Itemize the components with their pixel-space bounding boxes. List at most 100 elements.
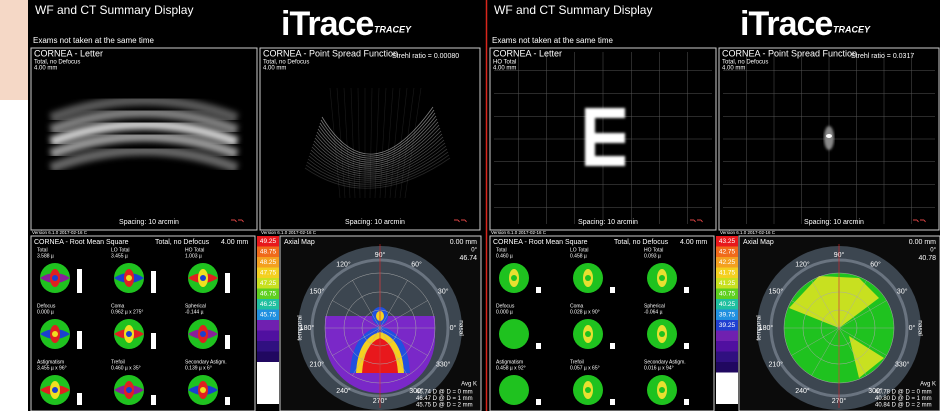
scale-label: 41.25 — [719, 280, 736, 287]
rms-size: 4.00 mm — [221, 239, 248, 246]
scale-label: 49.25 — [260, 238, 277, 245]
rms-bar — [684, 399, 689, 405]
version: Version 6.1.0 2017-02-16 C — [261, 230, 317, 235]
spacing-label: Spacing: 10 arcmin — [119, 219, 179, 226]
screen-title: WF and CT Summary Display — [35, 3, 193, 17]
zernike-core — [126, 387, 132, 393]
scale-label: 39.25 — [719, 322, 736, 329]
angle-label: 0° — [450, 324, 457, 332]
rms-title: CORNEA - Root Mean Square — [34, 239, 129, 246]
zernike-core — [52, 331, 58, 337]
rms-bar — [77, 269, 82, 293]
e-bar — [585, 156, 625, 166]
scale-swatch — [257, 320, 279, 331]
scale-swatch — [257, 394, 279, 405]
side-label: nasal — [457, 320, 464, 336]
angle-label: 60° — [870, 261, 881, 269]
letter-e — [585, 108, 625, 166]
rms-panel: CORNEA - Root Mean Square Total, no Defoc… — [490, 236, 714, 411]
e-bar — [585, 133, 625, 143]
screen-title: WF and CT Summary Display — [494, 3, 652, 17]
panel-line: 4.00 mm — [722, 66, 745, 72]
rms-bar — [225, 397, 230, 405]
e-bar — [585, 108, 625, 118]
rms-bar — [610, 287, 615, 293]
map-size: 0.00 mm — [450, 239, 477, 246]
angle-label: 330° — [436, 360, 451, 368]
rms-bar — [225, 335, 230, 349]
panel-title: CORNEA - Point Spread Function — [263, 48, 398, 58]
window-edge — [0, 0, 28, 100]
zernike-core — [659, 275, 665, 281]
zernike-core — [200, 387, 206, 393]
panel-line: 4.00 mm — [34, 66, 57, 72]
zernike-core — [126, 331, 132, 337]
scale-label: 48.25 — [260, 259, 277, 266]
avg-reading: 40.78 D @ D = 0 mm — [875, 390, 932, 396]
screenshot: WF and CT Summary Display Exams not taken… — [0, 0, 940, 411]
rms-mode: Total, no Defocus — [614, 239, 669, 246]
rms-title: CORNEA - Root Mean Square — [493, 239, 588, 246]
rms-bar — [151, 271, 156, 293]
scale-swatch — [716, 352, 738, 363]
psf-panel: Strehl ratio = 0.0317CORNEA - Point Spre… — [719, 48, 939, 235]
avg-label: Avg K — [461, 382, 477, 388]
brand: TRACEY — [374, 24, 412, 34]
cell-value: -0.144 µ — [185, 309, 204, 315]
scale-swatch — [716, 383, 738, 394]
angle-label: 240° — [336, 387, 351, 395]
zernike-core — [585, 387, 591, 393]
cell-value: 0.057 µ x 65° — [570, 365, 600, 371]
zernike-core — [585, 331, 591, 337]
map-title: Axial Map — [743, 239, 774, 246]
cell-value: 0.028 µ x 90° — [570, 309, 600, 315]
angle-label: 240° — [795, 387, 810, 395]
angle-label: 210° — [769, 360, 784, 368]
zernike-map — [499, 319, 529, 349]
angle-label: 30° — [438, 287, 449, 295]
spacing-label: Spacing: 10 arcmin — [345, 219, 405, 226]
rms-size: 4.00 mm — [680, 239, 707, 246]
rms-bar — [610, 343, 615, 349]
scale-swatch — [257, 352, 279, 363]
rms-bar — [225, 273, 230, 293]
notice: Exams not taken at the same time — [33, 36, 154, 45]
version: Version 6.1.0 2017-02-16 C — [491, 230, 547, 235]
zernike-map — [499, 375, 529, 405]
avg-reading: 40.84 D @ D = 2 mm — [875, 403, 932, 409]
angle-label: 120° — [795, 261, 810, 269]
angle-label: 330° — [895, 360, 910, 368]
axial-map: 90°120°60°150°30°180°0°210°330°240°300°2… — [280, 236, 481, 411]
cell-value: 0.000 µ — [37, 309, 54, 315]
cell-value: 0.139 µ x 6° — [185, 365, 212, 371]
zernike-core — [52, 275, 58, 281]
logo: iTrace — [740, 5, 832, 43]
side-label: nasal — [916, 320, 923, 336]
angle-label: 210° — [310, 360, 325, 368]
panel-line: 4.00 mm — [493, 66, 516, 72]
angle-label: 0° — [909, 324, 916, 332]
angle-label: 150° — [769, 287, 784, 295]
panel-frame — [260, 48, 480, 230]
scale-label: 47.75 — [260, 270, 277, 277]
rms-bar — [536, 343, 541, 349]
scale-label: 43.25 — [719, 238, 736, 245]
scale-swatch — [257, 373, 279, 384]
angle-label: 150° — [310, 287, 325, 295]
map-angle: 0° — [471, 248, 477, 254]
letter-panel: CORNEA - LetterHO Total4.00 mmSpacing: 1… — [490, 48, 716, 235]
notice: Exams not taken at the same time — [492, 36, 613, 45]
avg-reading: 46.74 D @ D = 0 mm — [416, 390, 473, 396]
avg-label: Avg K — [920, 382, 936, 388]
zernike-core — [511, 275, 517, 281]
cell-value: 3.455 µ x 96° — [37, 365, 67, 371]
color-scale: 49.2548.7548.2547.7547.2546.7546.2545.75 — [257, 236, 279, 404]
cell-value: 3.455 µ — [111, 253, 128, 259]
axial-map: 90°120°60°150°30°180°0°210°330°240°300°2… — [739, 236, 940, 411]
rms-bar — [77, 331, 82, 349]
cell-value: 0.458 µ x 92° — [496, 365, 526, 371]
cell-value: 0.000 µ — [496, 309, 513, 315]
side-label: temporal — [297, 315, 304, 341]
